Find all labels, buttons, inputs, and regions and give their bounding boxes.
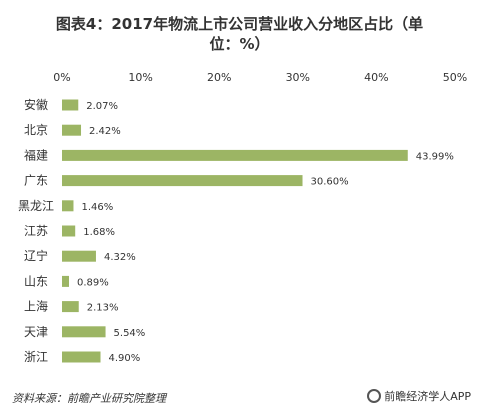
category-label: 江苏 (24, 224, 48, 238)
category-label: 广东 (24, 174, 48, 188)
bar (62, 175, 303, 187)
chart-title-line-2: 位：%） (209, 35, 270, 53)
category-label: 辽宁 (24, 248, 48, 263)
bar (62, 149, 408, 161)
data-label: 2.07% (86, 101, 118, 112)
bar (62, 225, 76, 237)
data-label: 5.54% (114, 328, 146, 339)
category-label: 福建 (24, 147, 48, 162)
data-label: 1.68% (83, 227, 115, 238)
bar (62, 124, 82, 136)
x-tick-label: 50% (443, 71, 467, 84)
x-tick-label: 0% (53, 71, 70, 84)
category-label: 上海 (24, 299, 48, 314)
category-label: 黑龙江 (18, 199, 54, 213)
category-label: 北京 (24, 123, 48, 137)
bar (62, 250, 96, 262)
x-tick-label: 20% (207, 71, 231, 84)
data-label: 4.90% (109, 353, 141, 364)
brand-name: 前瞻经济学人APP (384, 390, 471, 403)
x-tick-label: 10% (128, 71, 152, 84)
data-label: 2.13% (87, 303, 119, 314)
category-label: 浙江 (24, 350, 48, 364)
x-tick-label: 30% (286, 71, 310, 84)
brand-watermark: 前瞻经济学人APP (367, 388, 471, 404)
chart-title: 图表4：2017年物流上市公司营业收入分地区占比（单 位：%） (0, 14, 479, 54)
chart-title-line-1: 图表4：2017年物流上市公司营业收入分地区占比（单 (55, 15, 424, 33)
data-label: 30.60% (311, 177, 349, 188)
category-label: 山东 (24, 274, 48, 288)
bar (62, 200, 74, 212)
data-label: 43.99% (416, 151, 454, 162)
data-label: 0.89% (77, 277, 109, 288)
category-label: 安徽 (24, 97, 48, 112)
bar (62, 275, 69, 287)
brand-logo-icon (367, 389, 382, 403)
bar (62, 326, 106, 338)
bar (62, 351, 101, 363)
data-label: 2.42% (89, 126, 121, 137)
x-tick-label: 40% (364, 71, 388, 84)
source-note: 资料来源：前瞻产业研究院整理 (12, 392, 166, 405)
data-label: 4.32% (104, 252, 136, 263)
bar (62, 99, 79, 111)
data-label: 1.46% (81, 202, 113, 213)
category-label: 天津 (24, 325, 48, 339)
bar (62, 301, 79, 313)
